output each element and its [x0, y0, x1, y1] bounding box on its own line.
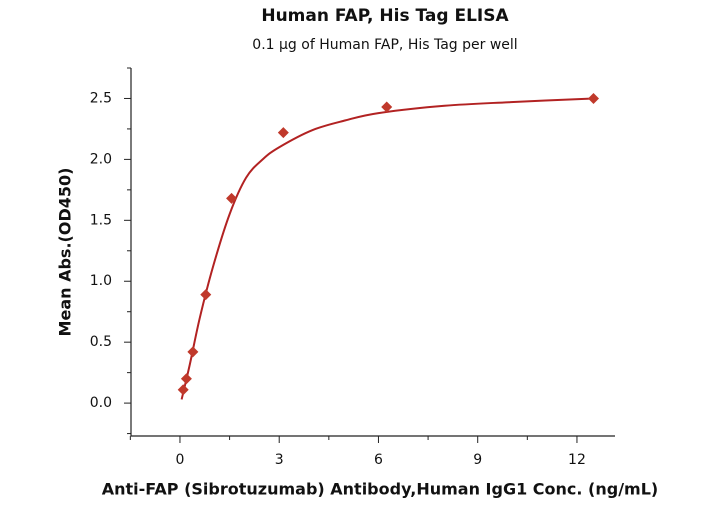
- y-tick-label: 1.5: [90, 212, 112, 228]
- y-tick-label: 0.5: [90, 334, 112, 350]
- data-point: [187, 346, 199, 358]
- y-tick-label: 0.0: [90, 395, 112, 411]
- y-tick-label: 1.0: [90, 273, 112, 289]
- x-tick-label: 9: [473, 452, 482, 468]
- y-tick-label: 2.5: [90, 90, 112, 106]
- data-point: [381, 101, 393, 113]
- chart-subtitle: 0.1 μg of Human FAP, His Tag per well: [252, 37, 517, 53]
- x-tick-label: 12: [568, 452, 586, 468]
- x-axis-label: Anti-FAP (Sibrotuzumab) Antibody,Human I…: [102, 480, 658, 499]
- x-tick-label: 3: [275, 452, 284, 468]
- data-point: [277, 127, 289, 139]
- x-tick-label: 0: [176, 452, 185, 468]
- x-tick-label: 6: [374, 452, 383, 468]
- data-point: [200, 289, 212, 301]
- chart-title: Human FAP, His Tag ELISA: [261, 6, 509, 26]
- fit-curve: [180, 97, 594, 400]
- y-tick-label: 2.0: [90, 151, 112, 167]
- data-point: [226, 192, 238, 204]
- y-axis-label: Mean Abs.(OD450): [56, 168, 75, 337]
- data-point: [180, 373, 192, 385]
- data-point: [587, 92, 599, 104]
- data-point: [177, 384, 189, 396]
